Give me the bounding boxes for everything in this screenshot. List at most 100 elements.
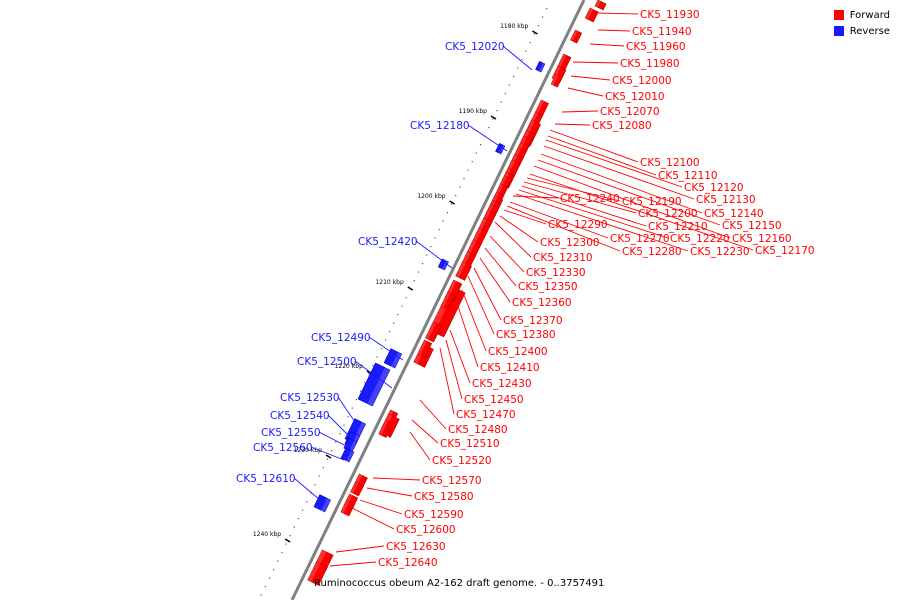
minor-tick	[537, 25, 540, 27]
label-leader	[521, 185, 647, 227]
gene-label[interactable]: CK5_12230	[690, 246, 750, 258]
gene-label[interactable]: CK5_11930	[640, 9, 700, 21]
minor-tick	[388, 331, 391, 333]
gene-feature[interactable]	[535, 61, 546, 73]
minor-tick	[442, 220, 444, 222]
gene-label[interactable]: CK5_12270	[610, 233, 670, 245]
gene-label[interactable]: CK5_12310	[533, 252, 593, 264]
label-leader	[372, 477, 421, 481]
gene-label[interactable]: CK5_11960	[626, 41, 686, 53]
gene-label[interactable]: CK5_12580	[414, 491, 474, 503]
gene-label[interactable]: CK5_12430	[472, 378, 532, 390]
gene-feature[interactable]	[313, 494, 331, 513]
gene-label[interactable]: CK5_12200	[638, 208, 698, 220]
gene-label[interactable]: CK5_12470	[456, 409, 516, 421]
gene-label[interactable]: CK5_12070	[600, 106, 660, 118]
minor-tick	[508, 84, 511, 86]
gene-label[interactable]: CK5_12000	[612, 75, 672, 87]
label-leader	[351, 507, 395, 530]
gene-label[interactable]: CK5_12420	[358, 236, 418, 248]
gene-label[interactable]: CK5_12630	[386, 541, 446, 553]
gene-label[interactable]: CK5_12220	[670, 233, 730, 245]
gene-label[interactable]: CK5_12610	[236, 473, 296, 485]
gene-label[interactable]: CK5_12240	[560, 193, 620, 205]
gene-label[interactable]: CK5_12210	[648, 221, 708, 233]
gene-feature[interactable]	[584, 7, 599, 23]
gene-feature[interactable]	[495, 143, 506, 155]
gene-feature[interactable]	[383, 348, 403, 369]
gene-label[interactable]: CK5_12570	[422, 475, 482, 487]
label-leader	[515, 193, 689, 252]
gene-feature[interactable]	[440, 291, 456, 310]
gene-feature[interactable]	[425, 321, 442, 343]
gene-label[interactable]: CK5_12640	[378, 557, 438, 569]
gene-label[interactable]: CK5_12590	[404, 509, 464, 521]
gene-label[interactable]: CK5_12190	[622, 196, 682, 208]
gene-label[interactable]: CK5_12080	[592, 120, 652, 132]
gene-feature[interactable]	[350, 481, 364, 497]
gene-feature[interactable]	[307, 561, 328, 586]
gene-feature[interactable]	[340, 447, 355, 463]
gene-feature-highlight	[391, 352, 402, 368]
gene-label[interactable]: CK5_12360	[512, 297, 572, 309]
label-leader	[354, 360, 393, 389]
minor-tick	[297, 518, 300, 520]
label-leader	[533, 165, 731, 239]
gene-label[interactable]: CK5_11980	[620, 58, 680, 70]
genome-backbone	[290, 0, 586, 600]
minor-tick	[268, 577, 271, 579]
gene-label[interactable]: CK5_12540	[270, 410, 330, 422]
genome-caption: Ruminococcus obeum A2-162 draft genome. …	[314, 578, 605, 589]
gene-label[interactable]: CK5_12170	[755, 245, 815, 257]
gene-label[interactable]: CK5_12110	[658, 170, 718, 182]
gene-feature[interactable]	[570, 29, 583, 44]
gene-label[interactable]: CK5_12500	[297, 356, 357, 368]
gene-label[interactable]: CK5_12560	[253, 442, 313, 454]
gene-feature[interactable]	[594, 0, 607, 11]
gene-feature[interactable]	[455, 261, 472, 281]
minor-tick	[479, 144, 482, 146]
gene-label[interactable]: CK5_12280	[622, 246, 682, 258]
gene-feature[interactable]	[340, 499, 356, 517]
gene-label[interactable]: CK5_12520	[432, 455, 492, 467]
gene-label[interactable]: CK5_12330	[526, 267, 586, 279]
gene-label[interactable]: CK5_11940	[632, 26, 692, 38]
label-leader	[561, 110, 599, 113]
gene-feature[interactable]	[357, 362, 391, 407]
gene-label[interactable]: CK5_12410	[480, 362, 540, 374]
gene-label[interactable]: CK5_12300	[540, 237, 600, 249]
gene-feature-highlight	[552, 66, 561, 80]
gene-label[interactable]: CK5_12370	[503, 315, 563, 327]
minor-tick	[310, 492, 312, 494]
gene-label[interactable]: CK5_12490	[311, 332, 371, 344]
gene-label[interactable]: CK5_12400	[488, 346, 548, 358]
gene-feature[interactable]	[437, 258, 449, 271]
minor-tick	[364, 382, 366, 384]
gene-label[interactable]: CK5_12600	[396, 524, 456, 536]
label-leader	[554, 123, 591, 126]
gene-label[interactable]: CK5_12380	[496, 329, 556, 341]
gene-label[interactable]: CK5_12550	[261, 427, 321, 439]
gene-label[interactable]: CK5_12100	[640, 157, 700, 169]
gene-label[interactable]: CK5_12450	[464, 394, 524, 406]
gene-feature[interactable]	[417, 339, 433, 358]
gene-feature[interactable]	[550, 73, 563, 88]
gene-feature-highlight	[442, 260, 449, 270]
gene-label[interactable]: CK5_12290	[548, 219, 608, 231]
gene-label[interactable]: CK5_12510	[440, 438, 500, 450]
gene-feature[interactable]	[378, 419, 394, 438]
minor-tick	[285, 543, 287, 545]
gene-label[interactable]: CK5_12160	[732, 233, 792, 245]
gene-label[interactable]: CK5_12130	[696, 194, 756, 206]
gene-label[interactable]: CK5_12150	[722, 220, 782, 232]
gene-label[interactable]: CK5_12530	[280, 392, 340, 404]
gene-label[interactable]: CK5_12020	[445, 41, 505, 53]
gene-label[interactable]: CK5_12120	[684, 182, 744, 194]
gene-label[interactable]: CK5_12010	[605, 91, 665, 103]
gene-label[interactable]: CK5_12140	[704, 208, 764, 220]
label-leader	[549, 129, 639, 163]
gene-label[interactable]: CK5_12350	[518, 281, 578, 293]
gene-label[interactable]: CK5_12180	[410, 120, 470, 132]
gene-label[interactable]: CK5_12480	[448, 424, 508, 436]
gene-feature-highlight	[417, 340, 427, 356]
